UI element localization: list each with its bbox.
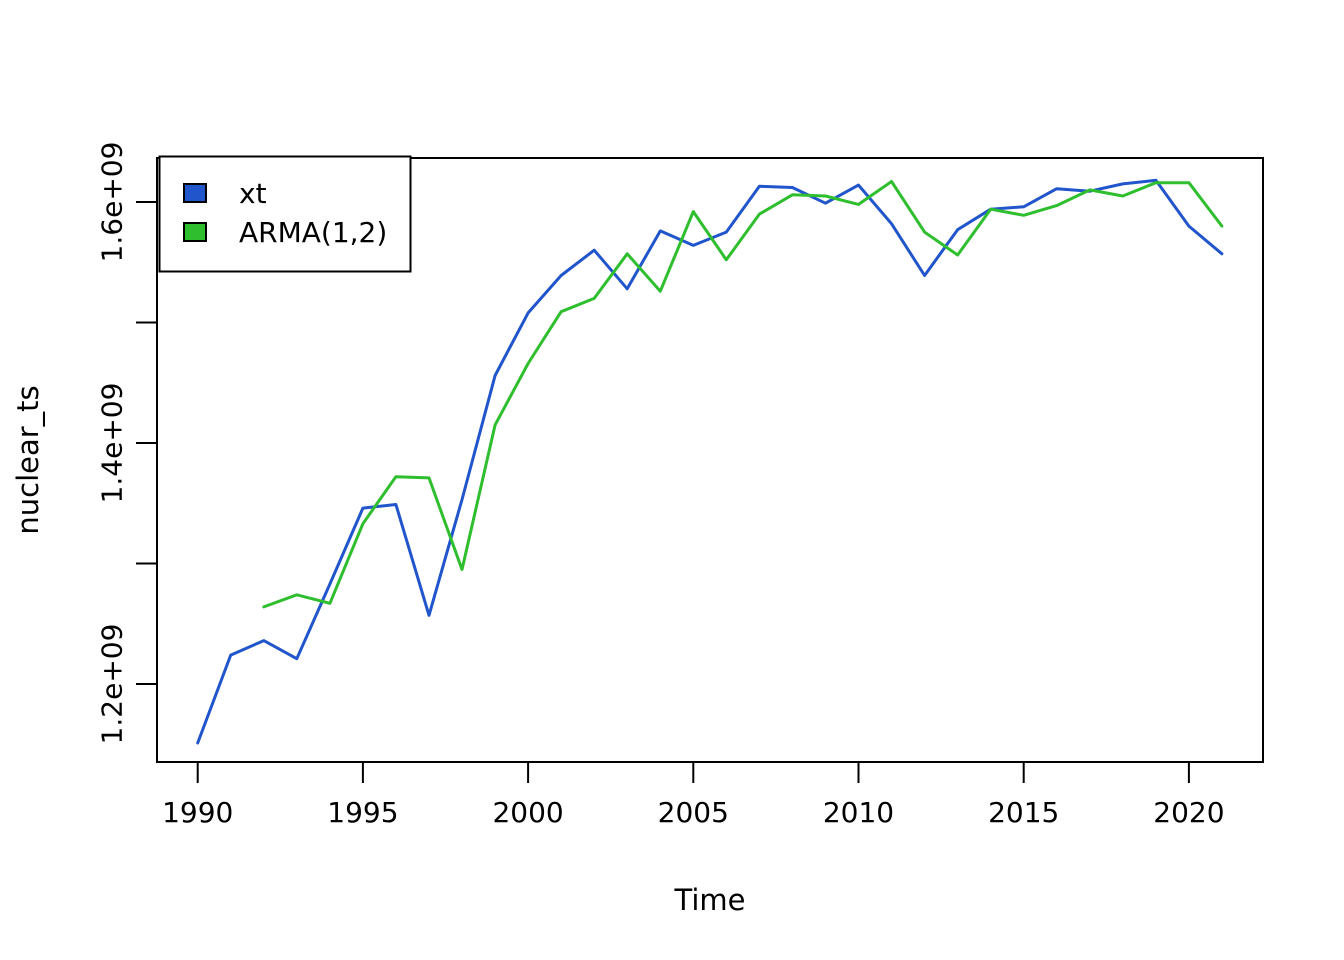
axis-ticks: 1990 1995 2000 2005 2010 2015 2020 1.2e+09 1.4e+… xyxy=(96,142,1225,829)
y-tick-label: 1.4e+09 xyxy=(96,383,129,504)
x-tick-label: 2010 xyxy=(823,796,894,829)
y-tick-label: 1.6e+09 xyxy=(96,142,129,263)
series-line-arma-1-2- xyxy=(262,180,1224,609)
series-line-xt xyxy=(196,178,1224,745)
x-tick-label: 2020 xyxy=(1153,796,1224,829)
legend-label-arma: ARMA(1,2) xyxy=(239,216,387,249)
y-axis-title: nuclear_ts xyxy=(11,385,45,534)
legend-box xyxy=(158,155,412,273)
y-tick-label: 1.2e+09 xyxy=(96,624,129,745)
x-tick-label: 1995 xyxy=(327,796,398,829)
x-tick-label: 1990 xyxy=(162,796,233,829)
legend-swatch-arma xyxy=(183,222,207,242)
legend-label-xt: xt xyxy=(239,177,267,210)
x-tick-label: 2000 xyxy=(492,796,563,829)
x-axis-title: Time xyxy=(674,883,746,917)
series-lines xyxy=(196,178,1224,745)
x-tick-label: 2015 xyxy=(988,796,1059,829)
legend-swatch-xt xyxy=(183,183,207,203)
x-tick-label: 2005 xyxy=(658,796,729,829)
legend: xt ARMA(1,2) xyxy=(158,155,412,273)
plot-box xyxy=(156,157,1264,763)
